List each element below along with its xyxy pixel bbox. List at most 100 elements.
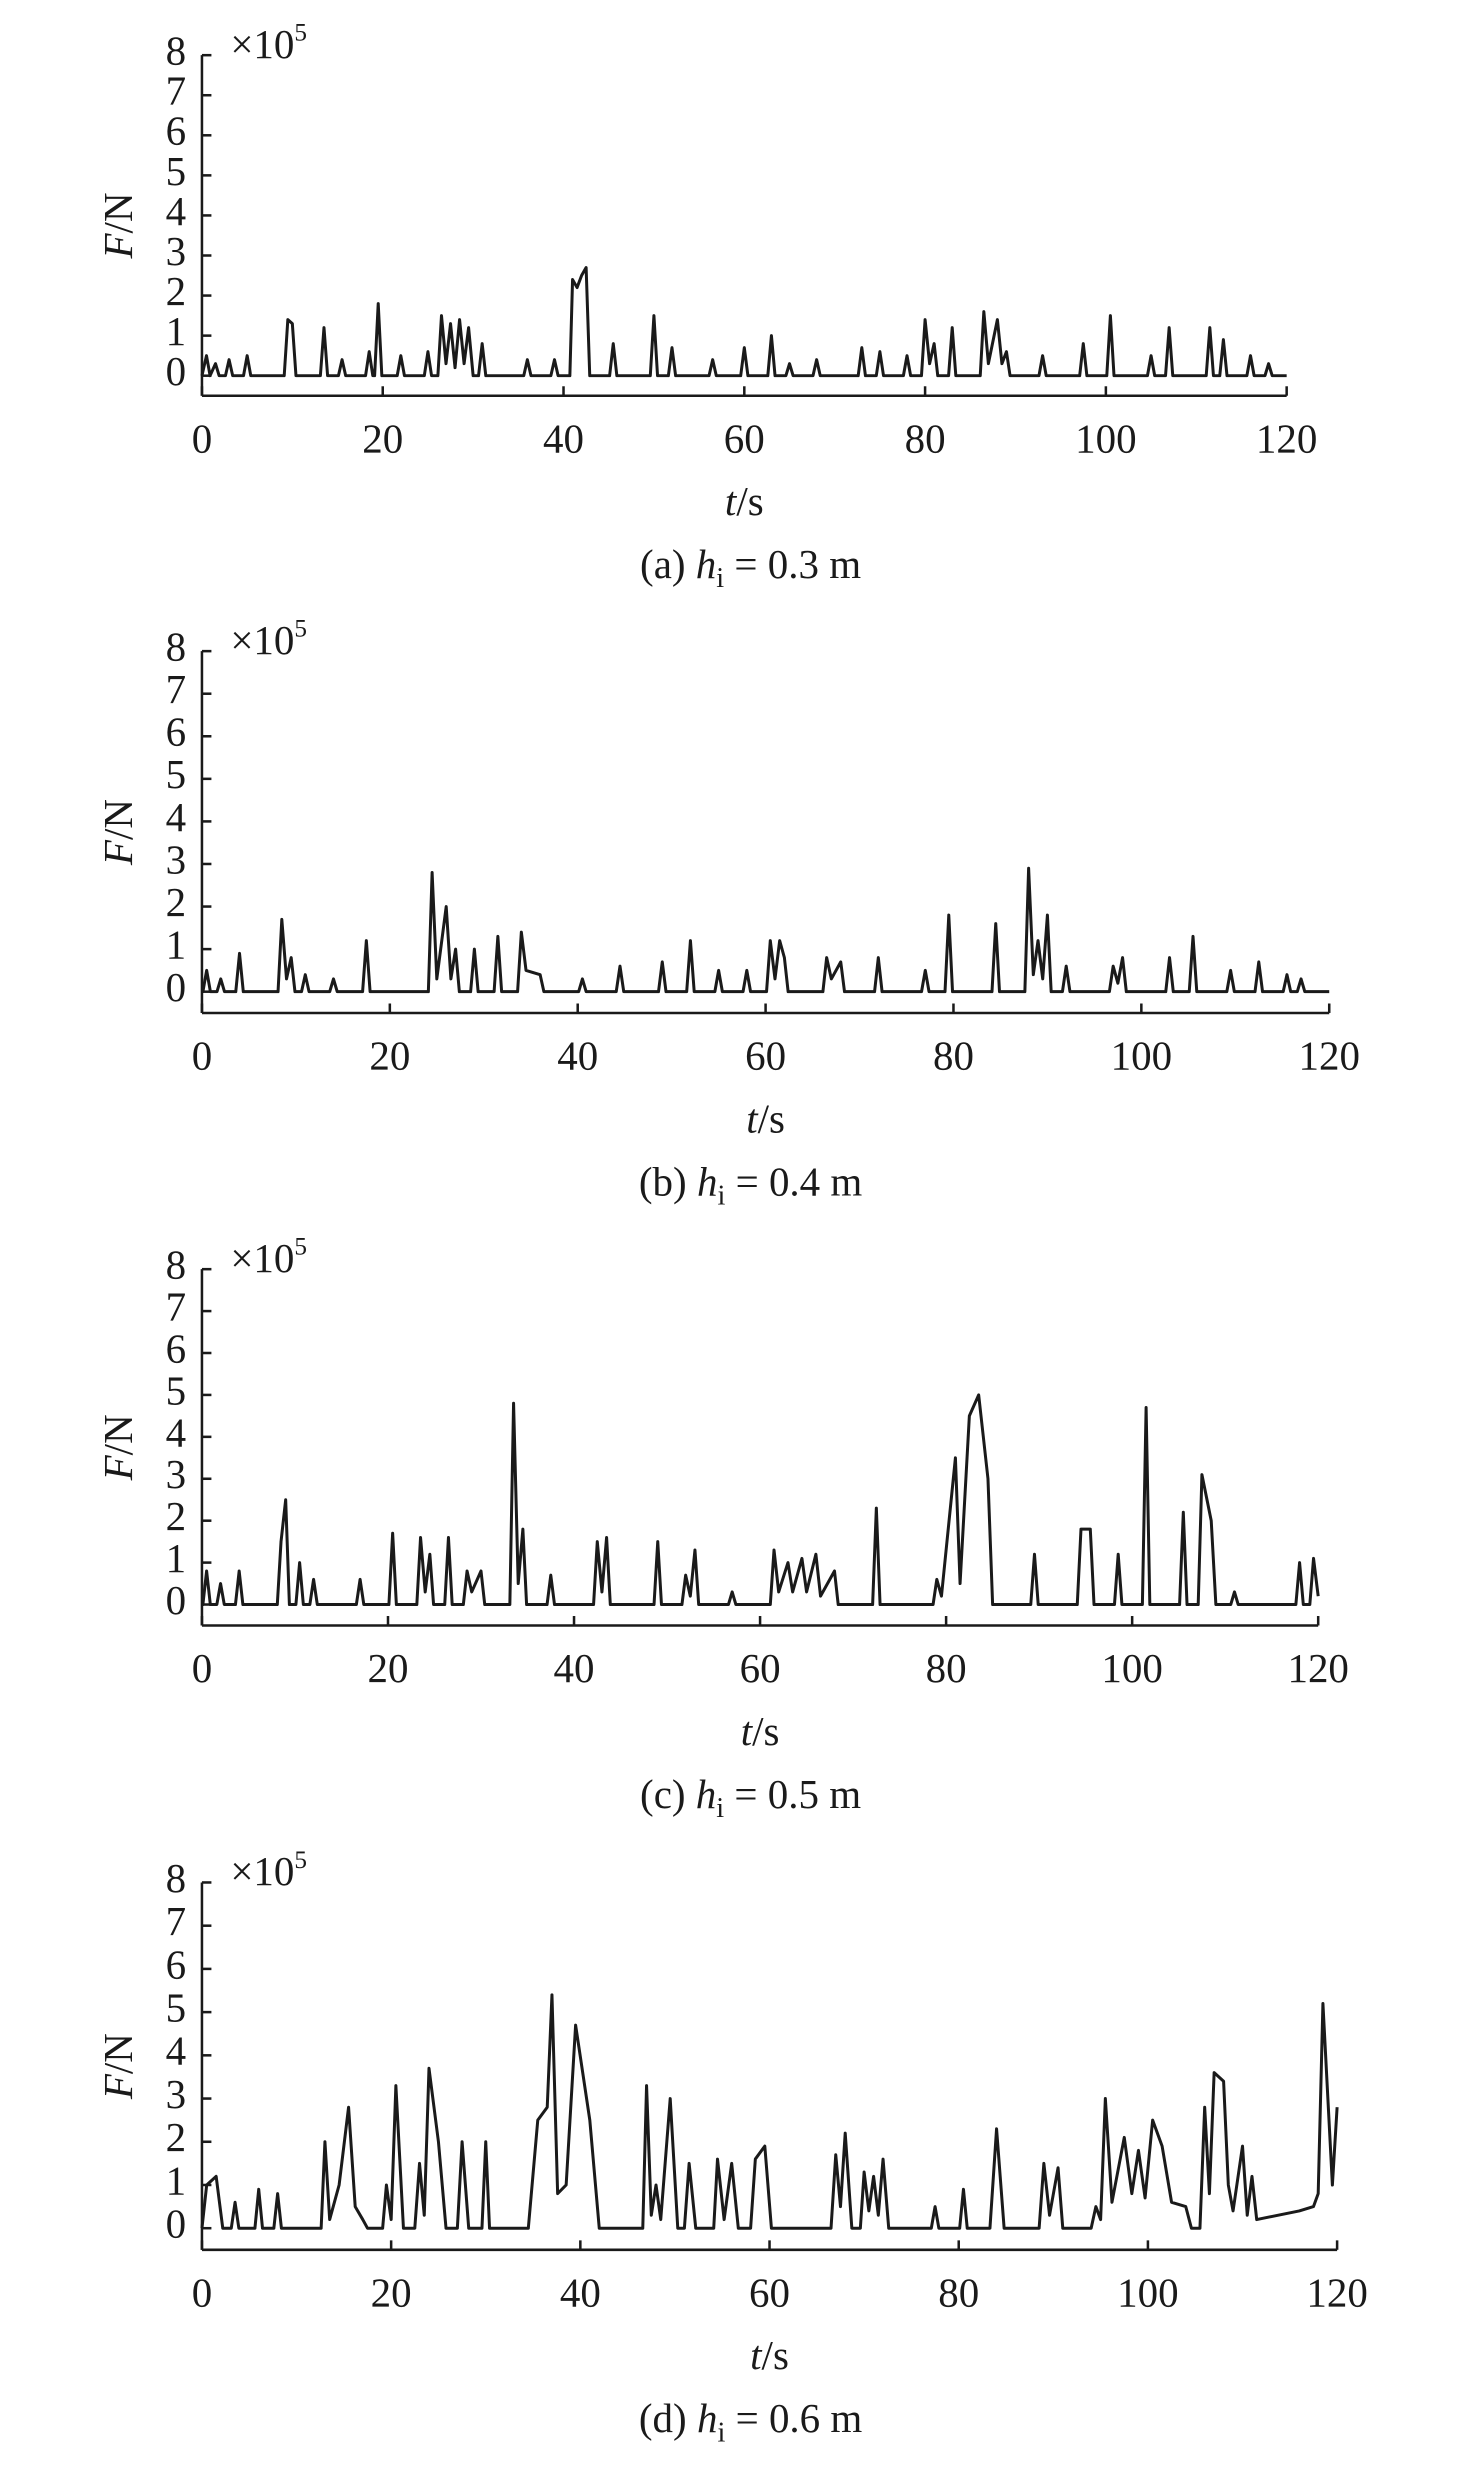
data-line: [200, 1993, 1339, 2230]
y-tick-label: 8: [166, 1855, 187, 1901]
x-tick-label: 80: [905, 415, 946, 461]
y-label-symbol: F: [96, 1454, 142, 1481]
y-tick-label: 1: [166, 308, 187, 354]
y-label-unit: /N: [96, 192, 142, 233]
x-axis-label: t/s: [725, 478, 764, 524]
y-multiplier: ×105: [230, 19, 307, 67]
x-tick-label: 60: [745, 1033, 786, 1079]
multiplier-base: ×10: [230, 617, 294, 663]
y-tick-label: 5: [166, 1367, 187, 1413]
caption-symbol: h: [696, 542, 717, 588]
y-tick-label: 5: [166, 148, 187, 194]
x-tick-label: 0: [192, 1033, 213, 1079]
y-tick-label: 3: [166, 2071, 187, 2117]
x-tick-label: 100: [1101, 1645, 1162, 1691]
y-tick-label: 2: [166, 2114, 187, 2160]
y-tick-label: 1: [166, 2157, 187, 2203]
multiplier-exponent: 5: [294, 19, 307, 46]
caption-symbol: h: [696, 1771, 717, 1817]
x-label-unit: /s: [762, 2333, 789, 2379]
y-tick-label: 8: [166, 624, 187, 670]
y-tick-label: 8: [166, 28, 187, 74]
y-tick-label: 0: [166, 964, 187, 1010]
y-label-symbol: F: [96, 232, 142, 259]
data-line: [200, 266, 1287, 378]
multiplier-exponent: 5: [294, 1847, 307, 1874]
y-tick-label: 8: [166, 1242, 187, 1288]
multiplier-exponent: 5: [294, 615, 307, 642]
x-label-unit: /s: [758, 1096, 785, 1142]
caption: (d) hi = 0.6 m: [639, 2396, 863, 2448]
x-tick-label: 120: [1287, 1645, 1348, 1691]
x-label-unit: /s: [752, 1708, 779, 1754]
caption-subscript: i: [717, 2417, 725, 2448]
x-tick-label: 100: [1075, 415, 1136, 461]
y-multiplier: ×105: [230, 615, 307, 663]
y-axis-label: F/N: [96, 1414, 142, 1481]
y-tick-label: 2: [166, 268, 187, 314]
x-tick-label: 80: [926, 1645, 967, 1691]
caption-symbol: h: [697, 1159, 718, 1205]
x-label-symbol: t: [746, 1096, 759, 1142]
x-label-unit: /s: [736, 478, 763, 524]
y-tick-label: 2: [166, 879, 187, 925]
x-tick-label: 20: [368, 1645, 409, 1691]
x-tick-label: 60: [749, 2270, 790, 2316]
x-tick-label: 0: [192, 1645, 213, 1691]
multiplier-exponent: 5: [294, 1233, 307, 1260]
y-axis-label: F/N: [96, 192, 142, 259]
y-tick-label: 0: [166, 348, 187, 394]
x-tick-label: 60: [724, 415, 765, 461]
x-tick-label: 40: [543, 415, 584, 461]
y-tick-label: 5: [166, 1985, 187, 2031]
multiplier-base: ×10: [230, 21, 294, 67]
x-label-symbol: t: [725, 478, 738, 524]
y-label-unit: /N: [96, 2033, 142, 2074]
x-tick-label: 20: [369, 1033, 410, 1079]
x-tick-label: 0: [192, 415, 213, 461]
x-tick-label: 100: [1117, 2270, 1178, 2316]
caption-subscript: i: [716, 563, 724, 594]
caption-value: = 0.5 m: [724, 1771, 861, 1817]
y-tick-label: 3: [166, 228, 187, 274]
caption-prefix: (b): [639, 1159, 697, 1205]
x-tick-label: 20: [371, 2270, 412, 2316]
x-tick-label: 100: [1111, 1033, 1172, 1079]
x-tick-label: 40: [560, 2270, 601, 2316]
y-tick-label: 3: [166, 1451, 187, 1497]
y-axis-label: F/N: [96, 799, 142, 866]
x-axis-label: t/s: [746, 1096, 785, 1142]
x-tick-label: 120: [1298, 1033, 1359, 1079]
y-tick-label: 0: [166, 1577, 187, 1623]
caption: (a) hi = 0.3 m: [640, 542, 861, 594]
y-tick-label: 6: [166, 108, 187, 154]
y-tick-label: 7: [166, 68, 187, 114]
caption: (c) hi = 0.5 m: [640, 1771, 861, 1823]
x-label-symbol: t: [741, 1708, 754, 1754]
y-tick-label: 7: [166, 1898, 187, 1944]
y-tick-label: 1: [166, 922, 187, 968]
multiplier-base: ×10: [230, 1849, 294, 1895]
x-tick-label: 120: [1256, 415, 1317, 461]
caption-prefix: (c): [640, 1771, 696, 1817]
y-tick-label: 0: [166, 2201, 187, 2247]
caption-value: = 0.6 m: [725, 2396, 862, 2442]
caption-prefix: (a): [640, 542, 696, 588]
caption: (b) hi = 0.4 m: [639, 1159, 863, 1211]
data-line: [201, 866, 1330, 994]
caption-value: = 0.4 m: [725, 1159, 862, 1205]
y-tick-label: 2: [166, 1493, 187, 1539]
x-axis-label: t/s: [750, 2333, 789, 2379]
x-tick-label: 60: [740, 1645, 781, 1691]
x-tick-label: 120: [1306, 2270, 1367, 2316]
x-tick-label: 20: [362, 415, 403, 461]
y-tick-label: 6: [166, 1325, 187, 1371]
data-line: [201, 1393, 1320, 1607]
y-axis-label: F/N: [96, 2033, 142, 2100]
y-tick-label: 7: [166, 666, 187, 712]
caption-subscript: i: [717, 1180, 725, 1211]
y-tick-label: 6: [166, 709, 187, 755]
caption-value: = 0.3 m: [724, 542, 861, 588]
